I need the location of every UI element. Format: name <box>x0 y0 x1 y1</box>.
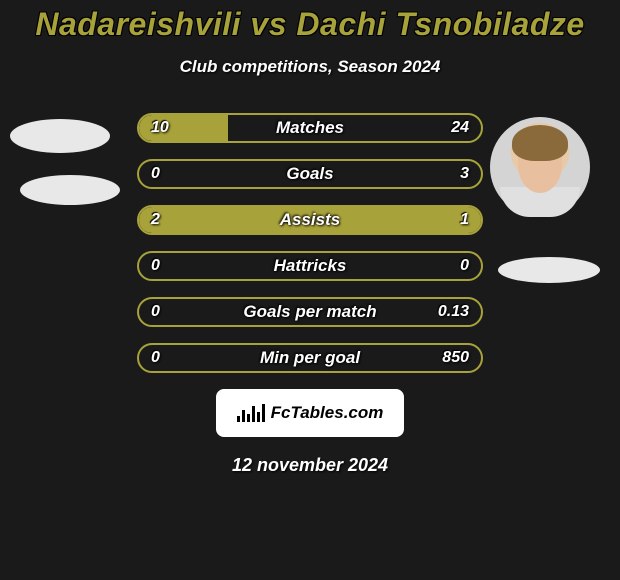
logo-text: FcTables.com <box>271 403 384 423</box>
page-title: Nadareishvili vs Dachi Tsnobiladze <box>0 6 620 43</box>
stat-row-goals: 0 Goals 3 <box>137 159 483 189</box>
stat-right-value: 1 <box>460 207 469 233</box>
stat-right-value: 24 <box>451 115 469 141</box>
player-right-avatar <box>490 117 590 217</box>
subtitle: Club competitions, Season 2024 <box>0 57 620 77</box>
stat-right-value: 850 <box>442 345 469 371</box>
stat-row-gpm: 0 Goals per match 0.13 <box>137 297 483 327</box>
logo-badge: FcTables.com <box>216 389 404 437</box>
stat-row-hattricks: 0 Hattricks 0 <box>137 251 483 281</box>
date-text: 12 november 2024 <box>0 455 620 476</box>
player-right-ellipse-2 <box>498 257 600 283</box>
stat-row-matches: 10 Matches 24 <box>137 113 483 143</box>
player-left-avatar <box>10 119 110 153</box>
stat-left-value: 0 <box>151 345 160 371</box>
stat-left-value: 0 <box>151 253 160 279</box>
stat-label: Matches <box>139 115 481 141</box>
stat-left-value: 0 <box>151 299 160 325</box>
comparison-card: Nadareishvili vs Dachi Tsnobiladze Club … <box>0 0 620 476</box>
stat-label: Hattricks <box>139 253 481 279</box>
stat-left-value: 10 <box>151 115 169 141</box>
stat-label: Goals per match <box>139 299 481 325</box>
stat-rows: 10 Matches 24 0 Goals 3 2 Assists 1 <box>137 113 483 373</box>
stat-right-value: 0 <box>460 253 469 279</box>
player-left-ellipse-2 <box>20 175 120 205</box>
stat-right-value: 3 <box>460 161 469 187</box>
stat-label: Goals <box>139 161 481 187</box>
stat-label: Assists <box>139 207 481 233</box>
chart-area: 10 Matches 24 0 Goals 3 2 Assists 1 <box>0 113 620 476</box>
stat-row-mpg: 0 Min per goal 850 <box>137 343 483 373</box>
bar-chart-icon <box>237 404 265 422</box>
stat-label: Min per goal <box>139 345 481 371</box>
stat-right-value: 0.13 <box>438 299 469 325</box>
stat-left-value: 0 <box>151 161 160 187</box>
stat-left-value: 2 <box>151 207 160 233</box>
stat-row-assists: 2 Assists 1 <box>137 205 483 235</box>
